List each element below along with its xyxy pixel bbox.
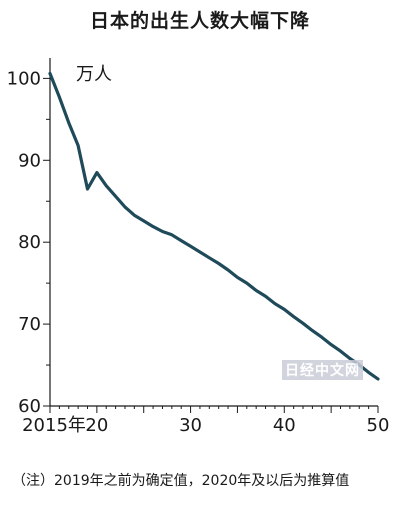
x-tick-label: 30 [179,415,202,436]
x-tick-label: 20 [85,415,108,436]
y-tick-label: 70 [18,314,41,335]
watermark: 日经中文网 [282,360,363,380]
x-tick-label: 40 [273,415,296,436]
y-tick-label: 90 [18,150,41,171]
y-tick-label: 100 [7,68,41,89]
y-tick-labels: 60 70 80 90 100 [7,68,41,417]
x-tick-label: 2015年 [22,415,86,436]
y-tick-label: 80 [18,232,41,253]
x-tick-labels: 2015年 20 30 40 50 [22,415,389,436]
chart-axes [43,58,379,413]
series-group [48,71,380,381]
y-axis-unit-label: 万人 [76,64,112,85]
chart-title: 日本的出生人数大幅下降 [89,10,310,32]
x-tick-label: 50 [367,415,390,436]
y-tick-label: 60 [18,396,41,417]
series-line-births [48,71,380,381]
footnote: （注）2019年之前为确定值，2020年及以后为推算值 [12,473,350,489]
